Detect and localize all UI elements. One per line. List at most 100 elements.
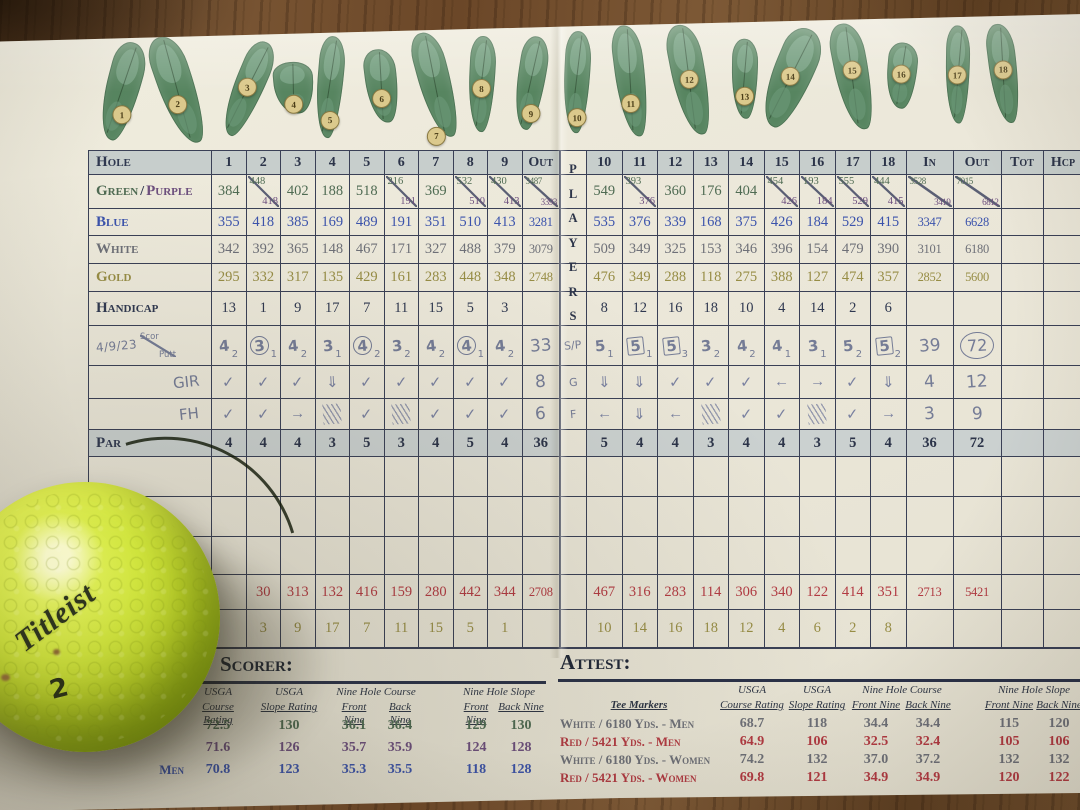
ball-dirt-spot bbox=[1, 673, 11, 681]
cell-blank-2-12 bbox=[658, 497, 694, 537]
cell-white-15: 396 bbox=[764, 236, 800, 264]
cell-blue-10: 535 bbox=[587, 209, 623, 236]
yardage-value: 357 bbox=[877, 269, 900, 285]
cell-blue-hcp bbox=[1043, 209, 1080, 236]
attest-ratings-table: USGA USGA Nine Hole Course Nine Hole Slope T… bbox=[558, 684, 1080, 788]
yardage-value: 4 bbox=[778, 620, 786, 636]
yardage-value: 418 bbox=[252, 213, 275, 230]
nine-hole-course-header: Nine Hole Course bbox=[862, 684, 942, 696]
yardage-value: 442 bbox=[459, 583, 482, 600]
cell-green-purple-5: 518 bbox=[350, 175, 385, 209]
row-label-text: Blue bbox=[96, 213, 129, 230]
cell-gold-9: 348 bbox=[488, 264, 523, 292]
putts-value: 1 bbox=[820, 349, 827, 360]
cell-green-purple-15: 454 426 bbox=[764, 175, 800, 209]
yardage-value: 16 bbox=[668, 620, 683, 636]
cell-par-13: 3 bbox=[693, 430, 729, 457]
nine-hole-course-back: 36.4 bbox=[387, 718, 413, 733]
tee-label-separator: / bbox=[140, 183, 145, 199]
players-letter: E bbox=[568, 260, 578, 274]
score-value: 4 bbox=[425, 336, 438, 355]
putts-value: 2 bbox=[404, 349, 411, 360]
cell-handicap-7: 15 bbox=[419, 292, 454, 326]
yardage-value: 15 bbox=[428, 300, 444, 316]
cell-fh-2: ✓ bbox=[246, 399, 281, 430]
cell-gold-13: 118 bbox=[693, 264, 729, 292]
cell-handicap-8: 5 bbox=[453, 292, 488, 326]
cell-fh-10: ← bbox=[587, 399, 623, 430]
cell-gir-1: ✓ bbox=[212, 366, 247, 399]
hole-diagram: 9 bbox=[507, 24, 555, 145]
cell-blank-3-tot bbox=[1001, 537, 1044, 575]
putts-value: 1 bbox=[646, 349, 653, 360]
yardage-value: 127 bbox=[806, 269, 829, 285]
yardage-value: 344 bbox=[493, 583, 516, 600]
cell-red-7: 280 bbox=[419, 575, 454, 610]
row-label-gir: GIR bbox=[89, 366, 212, 399]
cell-par-9: 4 bbox=[488, 430, 523, 457]
cell-blue-14: 375 bbox=[729, 209, 765, 236]
check-icon: ✓ bbox=[775, 406, 789, 423]
cell-blank-3-11 bbox=[622, 537, 658, 575]
ratings-cell bbox=[558, 684, 720, 699]
hole-number-header: 12 bbox=[668, 154, 683, 170]
ball-dirt-spot bbox=[52, 649, 60, 656]
check-icon: ✓ bbox=[360, 406, 374, 423]
cell-gold-12: 288 bbox=[658, 264, 694, 292]
back-nine-grid: 10 11 12 13 14 15 16 17 18 In Out Tot Hcp 549 393 376 36… bbox=[559, 150, 1080, 649]
yardage-value: 4 bbox=[778, 300, 786, 316]
cell-blank-2-9 bbox=[488, 497, 523, 537]
cell-blue-out-total: 6628 bbox=[953, 209, 1002, 236]
cell-blue-15: 426 bbox=[764, 209, 800, 236]
yardage-value: 392 bbox=[252, 241, 275, 257]
arrow-icon: ← bbox=[667, 405, 684, 422]
arrow-icon: → bbox=[880, 405, 897, 422]
cell-par-17: 5 bbox=[835, 430, 871, 457]
check-icon: ✓ bbox=[394, 374, 408, 391]
hole-number-header: Out bbox=[528, 154, 554, 170]
cell-white-9: 379 bbox=[488, 236, 523, 264]
cell-gold-3: 317 bbox=[281, 264, 316, 292]
front-nine-grid: Hole 1 2 3 4 5 6 7 8 9 Out Green / Purple 384 448 418 4… bbox=[88, 150, 561, 649]
yardage-value: 426 bbox=[770, 213, 793, 230]
cell-par-18: 4 bbox=[871, 430, 907, 457]
yardage-value: 415 bbox=[877, 213, 900, 230]
cell-header-12: 12 bbox=[658, 151, 694, 175]
par-value: 4 bbox=[671, 434, 679, 451]
cell-blank-1-10 bbox=[587, 457, 623, 497]
cell-gold-15: 388 bbox=[764, 264, 800, 292]
yardage-value: 191 bbox=[390, 213, 413, 230]
par-value: 4 bbox=[225, 434, 233, 451]
cell-fh-15: ✓ bbox=[764, 399, 800, 430]
cell-fh-8: ✓ bbox=[453, 399, 488, 430]
ratings-cell: Front Nine bbox=[851, 699, 901, 711]
yardage-value: 467 bbox=[593, 583, 616, 600]
cell-blue-11: 376 bbox=[622, 209, 658, 236]
yardage-lower: 510 bbox=[469, 196, 485, 207]
check-icon: ✓ bbox=[463, 374, 477, 391]
cell-header-4: 4 bbox=[315, 151, 350, 175]
cell-blank-1-16 bbox=[800, 457, 836, 497]
nine-hole-slope-back: 120 bbox=[1048, 716, 1070, 731]
cell-blank-3-7 bbox=[419, 537, 454, 575]
putts-value: 1 bbox=[335, 349, 342, 360]
nine-hole-course-front: 34.9 bbox=[863, 770, 889, 785]
score-value: 3 bbox=[806, 336, 820, 355]
yardage-value: 168 bbox=[699, 213, 722, 230]
players-letter: Y bbox=[568, 235, 578, 250]
cell-red-18: 351 bbox=[871, 575, 907, 610]
cell-blank-1-2 bbox=[246, 457, 281, 497]
cell-green-purple-in: 3528 3419 bbox=[906, 175, 954, 209]
nine-hole-course-back: 37.2 bbox=[915, 752, 941, 767]
cell-gold-14: 275 bbox=[729, 264, 765, 292]
cell-header-10: 10 bbox=[587, 151, 623, 175]
cell-womens-handicap-15: 4 bbox=[764, 610, 800, 648]
nine-total-score: 39 bbox=[918, 334, 941, 357]
yardage-value: 518 bbox=[355, 183, 378, 199]
nine-hole-slope-front: 118 bbox=[465, 762, 487, 777]
score-value: 5 bbox=[626, 335, 645, 356]
par-value: 3 bbox=[328, 434, 336, 451]
cell-blank-2-14 bbox=[729, 497, 765, 537]
